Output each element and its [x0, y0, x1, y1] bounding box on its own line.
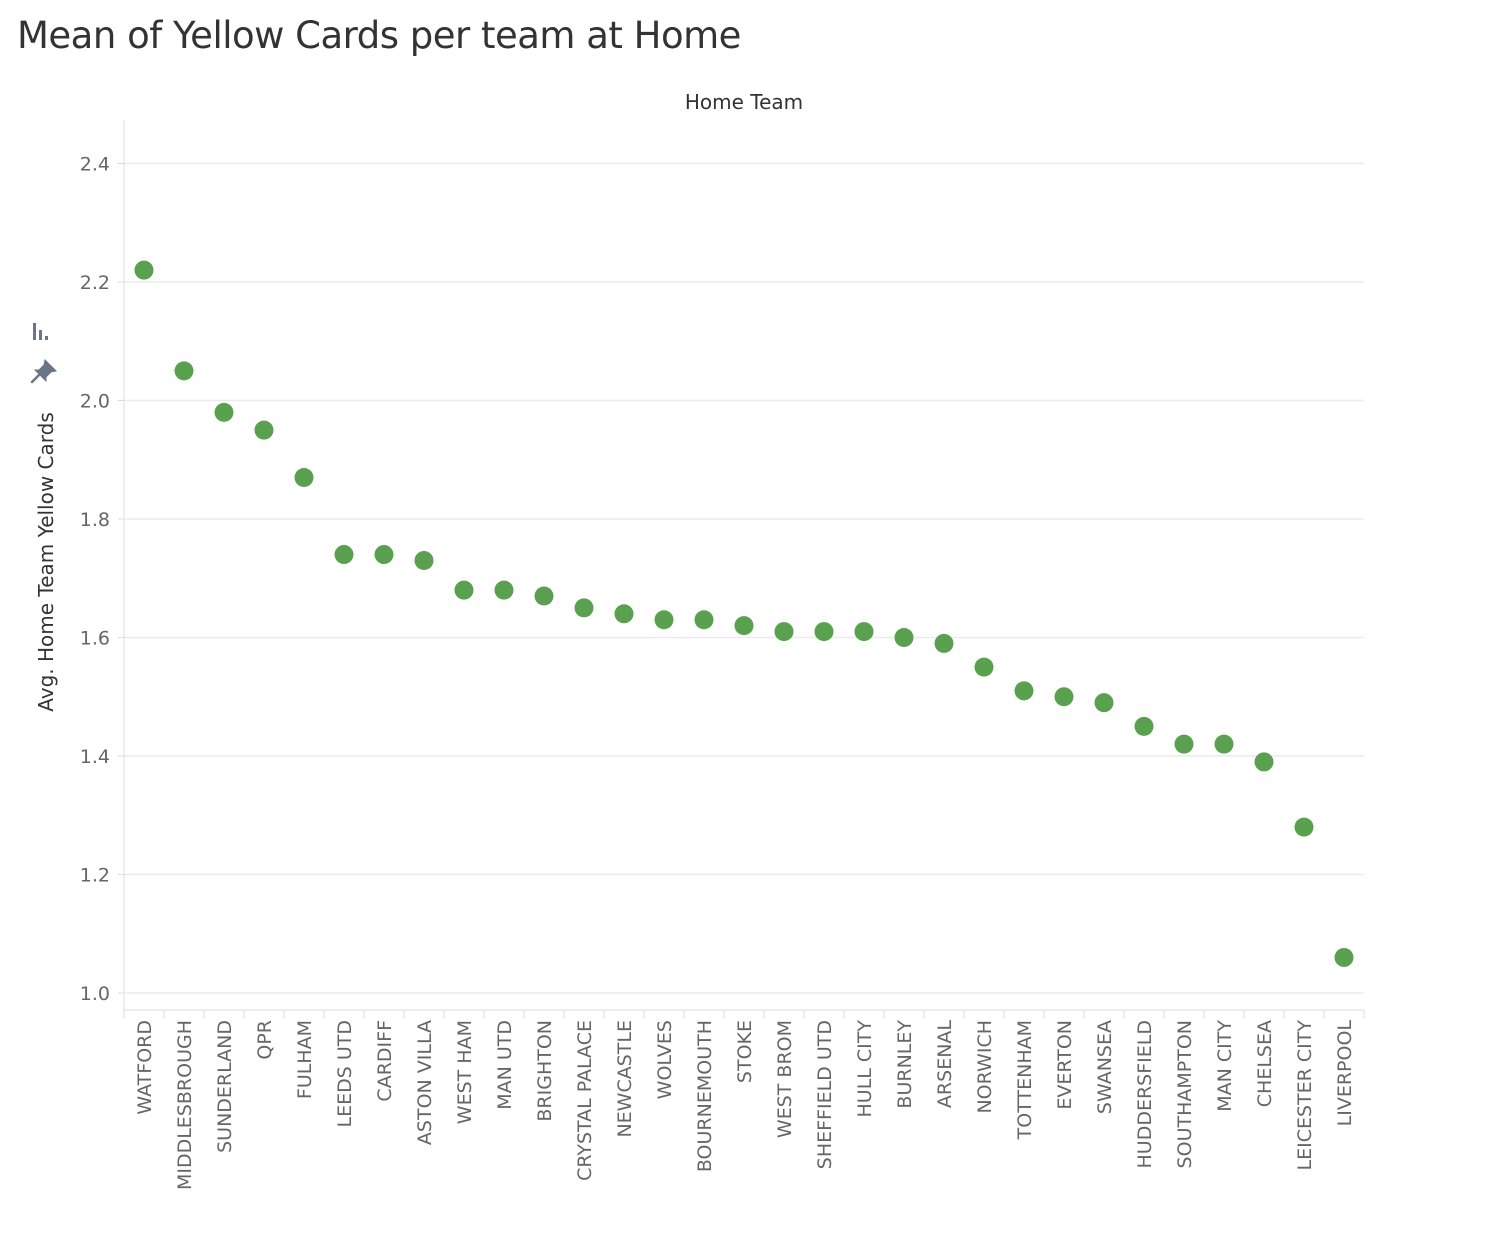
x-tick-label: SWANSEA: [1094, 1020, 1116, 1114]
y-tick-label: 1.8: [80, 509, 110, 531]
data-point[interactable]: [934, 633, 954, 653]
sort-icon[interactable]: [33, 323, 48, 340]
x-tick-label: QPR: [254, 1020, 276, 1060]
y-tick-label: 2.0: [80, 391, 110, 413]
y-axis-title: Avg. Home Team Yellow Cards: [34, 412, 58, 712]
pin-icon[interactable]: [30, 358, 58, 384]
data-point[interactable]: [974, 657, 994, 677]
x-tick-label: TOTTENHAM: [1014, 1020, 1036, 1140]
data-point[interactable]: [574, 598, 594, 618]
x-tick-label: BURNLEY: [894, 1020, 916, 1109]
data-point[interactable]: [1334, 947, 1354, 967]
data-point[interactable]: [294, 468, 314, 488]
grid-lines: [124, 162, 1364, 994]
data-point[interactable]: [414, 550, 434, 570]
x-tick-label: EVERTON: [1054, 1020, 1076, 1110]
data-point[interactable]: [214, 402, 234, 422]
data-point[interactable]: [334, 545, 354, 565]
data-point[interactable]: [1174, 734, 1194, 754]
y-tick-label: 2.4: [80, 154, 110, 176]
y-tick-label: 1.2: [80, 865, 110, 887]
y-tick-label: 1.6: [80, 628, 110, 650]
y-tick-label: 2.2: [80, 272, 110, 294]
data-point[interactable]: [1214, 734, 1234, 754]
x-tick-label: HULL CITY: [854, 1020, 876, 1118]
x-tick-label: LEICESTER CITY: [1294, 1020, 1316, 1171]
data-point[interactable]: [694, 610, 714, 630]
data-point[interactable]: [494, 580, 514, 600]
x-tick-label: SUNDERLAND: [214, 1020, 236, 1153]
x-tick-label: CARDIFF: [374, 1020, 396, 1102]
x-axis-title: Home Team: [685, 90, 803, 114]
x-tick-label: MAN CITY: [1214, 1020, 1236, 1112]
data-points: [134, 260, 1354, 967]
x-tick-label: FULHAM: [294, 1020, 316, 1099]
x-tick-label: LEEDS UTD: [334, 1020, 356, 1127]
x-tick-label: MAN UTD: [494, 1020, 516, 1110]
data-point[interactable]: [1254, 752, 1274, 772]
data-point[interactable]: [174, 361, 194, 381]
data-point[interactable]: [454, 580, 474, 600]
data-point[interactable]: [534, 586, 554, 606]
data-point[interactable]: [894, 628, 914, 647]
x-tick-label: SHEFFIELD UTD: [814, 1020, 836, 1169]
data-point[interactable]: [734, 616, 754, 636]
x-tick-label: WEST HAM: [454, 1020, 476, 1124]
data-point[interactable]: [1094, 693, 1114, 713]
data-point[interactable]: [1134, 716, 1154, 736]
data-point[interactable]: [374, 545, 394, 565]
data-point[interactable]: [614, 604, 634, 624]
x-tick-label: LIVERPOOL: [1334, 1020, 1356, 1127]
x-tick-label: ARSENAL: [934, 1020, 956, 1108]
x-tick-label: WEST BROM: [774, 1020, 796, 1138]
x-tick-label: WOLVES: [654, 1020, 676, 1099]
data-point[interactable]: [1014, 681, 1034, 701]
data-point[interactable]: [814, 622, 834, 642]
y-tick-label: 1.0: [80, 983, 110, 1005]
x-tick-label: STOKE: [734, 1020, 756, 1083]
data-point[interactable]: [1054, 687, 1074, 707]
x-tick-label: SOUTHAMPTON: [1174, 1020, 1196, 1168]
data-point[interactable]: [654, 610, 674, 630]
data-point[interactable]: [1294, 817, 1314, 837]
x-tick-labels: WATFORD MIDDLESBROUGH SUNDERLAND QPR FULHAM L…: [134, 1020, 1356, 1190]
y-tick-label: 1.4: [80, 746, 110, 768]
x-tick-label: NORWICH: [974, 1020, 996, 1114]
x-tick-label: CHELSEA: [1254, 1020, 1276, 1107]
data-point[interactable]: [854, 622, 874, 642]
x-tick-label: BOURNEMOUTH: [694, 1020, 716, 1172]
x-tick-label: WATFORD: [134, 1020, 156, 1115]
x-tick-label: BRIGHTON: [534, 1020, 556, 1122]
axes: [118, 120, 1365, 1018]
chart-title: Mean of Yellow Cards per team at Home: [17, 14, 741, 57]
x-tick-label: MIDDLESBROUGH: [174, 1020, 196, 1190]
y-tick-labels: 1.0 1.2 1.4 1.6 1.8 2.0 2.2 2.4: [80, 154, 110, 1006]
data-point[interactable]: [134, 260, 154, 280]
x-tick-label: HUDDERSFIELD: [1134, 1020, 1156, 1168]
data-point[interactable]: [774, 622, 794, 642]
x-tick-label: ASTON VILLA: [414, 1020, 436, 1145]
x-tick-label: CRYSTAL PALACE: [574, 1020, 596, 1181]
data-point[interactable]: [254, 420, 274, 440]
x-tick-label: NEWCASTLE: [614, 1020, 636, 1138]
